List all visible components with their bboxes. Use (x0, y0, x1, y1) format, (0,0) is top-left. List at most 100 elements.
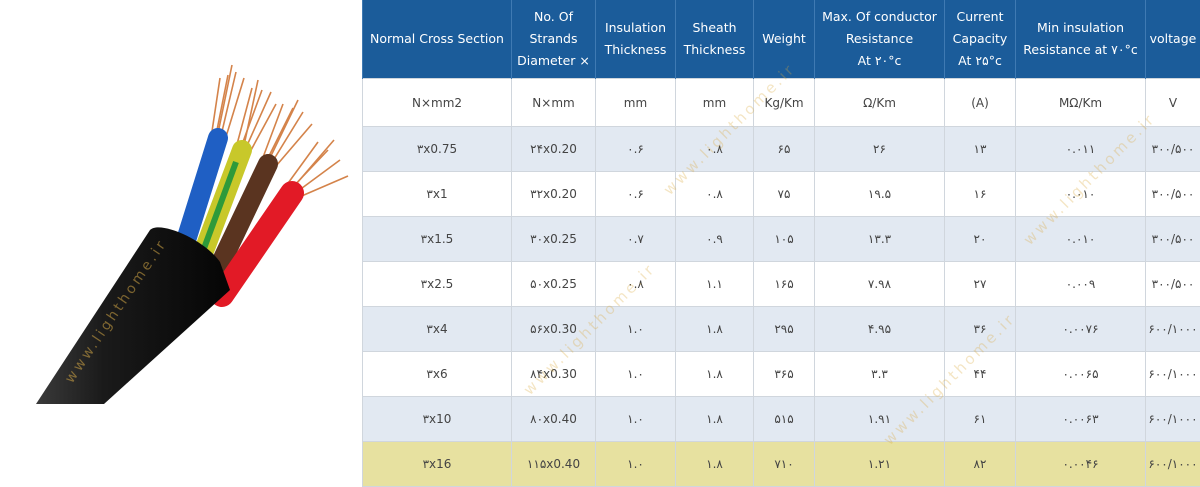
table-body: N×mm2 N×mm mm mm Kg/Km Ω/Km (A) MΩ/Km V … (362, 78, 1200, 487)
table-cell: ۳۰۰/۵۰۰ (1145, 261, 1200, 307)
table-cell: ۰.۸ (675, 126, 754, 172)
table-cell: ۲۷ (944, 261, 1016, 307)
table-header: Normal Cross Section No. Of Strands Diamet… (362, 0, 1200, 79)
table-cell: (A) (944, 78, 1016, 127)
table-cell: ۱.۲۱ (814, 441, 945, 487)
copper-strands (210, 64, 349, 199)
table-cell: ۳۰x0.25 (511, 216, 596, 262)
table-cell: ۴.۹۵ (814, 306, 945, 352)
table-cell: ۲۴x0.20 (511, 126, 596, 172)
table-cell: MΩ/Km (1015, 78, 1146, 127)
table-cell: ۰.۰۰۶۵ (1015, 351, 1146, 397)
table-cell: ۳x2.5 (362, 261, 512, 307)
table-cell: ۳x1 (362, 171, 512, 217)
table-cell: ۱.۰ (595, 441, 676, 487)
table-cell: ۶۱ (944, 396, 1016, 442)
table-cell: ۱.۹۱ (814, 396, 945, 442)
header-weight: Weight (753, 0, 815, 79)
table-cell: mm (595, 78, 676, 127)
table-cell: ۰.۹ (675, 216, 754, 262)
table-cell: ۳x10 (362, 396, 512, 442)
table-cell: ۶۵ (753, 126, 815, 172)
table-cell: ۱۶۵ (753, 261, 815, 307)
table-cell: ۳x0.75 (362, 126, 512, 172)
table-cell: ۱۳.۳ (814, 216, 945, 262)
table-cell: ۱.۸ (675, 396, 754, 442)
table-cell: ۷۵ (753, 171, 815, 217)
cable-jacket (36, 227, 230, 404)
table-cell: ۸۰x0.40 (511, 396, 596, 442)
table-row: ۳x0.75 ۲۴x0.20 ۰.۶ ۰.۸ ۶۵ ۲۶ ۱۳ ۰.۰۱۱ ۳۰۰/۵۰۰ (362, 126, 1200, 172)
units-row: N×mm2 N×mm mm mm Kg/Km Ω/Km (A) MΩ/Km V (362, 78, 1200, 127)
table-cell: ۶۰۰/۱۰۰۰ (1145, 396, 1200, 442)
header-cross-section: Normal Cross Section (362, 0, 512, 79)
table-cell: V (1145, 78, 1200, 127)
header-strands: No. Of Strands Diameter × (511, 0, 596, 79)
table-cell: ۱.۰ (595, 306, 676, 352)
table-cell: ۰.۸ (595, 261, 676, 307)
table-row: ۳x1 ۳۲x0.20 ۰.۶ ۰.۸ ۷۵ ۱۹.۵ ۱۶ ۰.۰۱۰ ۳۰۰/۵۰۰ (362, 171, 1200, 217)
header-conductor-resistance: Max. Of conductor Resistance At ۲۰°c (814, 0, 945, 79)
table-cell: ۶۰۰/۱۰۰۰ (1145, 441, 1200, 487)
table-cell: ۳x1.5 (362, 216, 512, 262)
table-cell: ۰.۸ (675, 171, 754, 217)
table-cell: ۱۹.۵ (814, 171, 945, 217)
table-cell: ۱۰۵ (753, 216, 815, 262)
table-cell: ۲۹۵ (753, 306, 815, 352)
header-insulation-resistance: Min insulation Resistance at ۷۰°c (1015, 0, 1146, 79)
table-cell: ۶۰۰/۱۰۰۰ (1145, 351, 1200, 397)
header-voltage: voltage (1145, 0, 1200, 79)
table-cell: ۳۰۰/۵۰۰ (1145, 171, 1200, 217)
table-cell: ۳x16 (362, 441, 512, 487)
table-cell: ۰.۰۰۴۶ (1015, 441, 1146, 487)
table-cell: ۴۴ (944, 351, 1016, 397)
table-cell: ۵۰x0.25 (511, 261, 596, 307)
table-cell: ۷.۹۸ (814, 261, 945, 307)
table-cell: ۱.۰ (595, 351, 676, 397)
table-cell: ۱۱۵x0.40 (511, 441, 596, 487)
table-cell: ۰.۰۰۹ (1015, 261, 1146, 307)
table-cell: ۲۶ (814, 126, 945, 172)
table-cell: ۰.۰۱۰ (1015, 216, 1146, 262)
wire-red (210, 181, 304, 307)
table-cell: ۱.۸ (675, 441, 754, 487)
table-cell: ۰.۰۱۱ (1015, 126, 1146, 172)
table-cell: mm (675, 78, 754, 127)
table-row: ۳x6 ۸۴x0.30 ۱.۰ ۱.۸ ۳۶۵ ۳.۳ ۴۴ ۰.۰۰۶۵ ۶۰۰/۱۰۰۰ (362, 351, 1200, 397)
table-cell: ۰.۷ (595, 216, 676, 262)
table-cell: ۲۰ (944, 216, 1016, 262)
table-cell: ۷۱۰ (753, 441, 815, 487)
table-cell: ۱۳ (944, 126, 1016, 172)
table-cell: ۸۴x0.30 (511, 351, 596, 397)
table-cell: Kg/Km (753, 78, 815, 127)
table-cell: ۰.۶ (595, 171, 676, 217)
table-cell: ۰.۰۰۶۳ (1015, 396, 1146, 442)
table-cell: Ω/Km (814, 78, 945, 127)
table-row: ۳x2.5 ۵۰x0.25 ۰.۸ ۱.۱ ۱۶۵ ۷.۹۸ ۲۷ ۰.۰۰۹ ۳۰۰/۵۰۰ (362, 261, 1200, 307)
table-cell: ۱۶ (944, 171, 1016, 217)
header-current-capacity: Current Capacity At ۲۵°c (944, 0, 1016, 79)
table-cell: ۰.۶ (595, 126, 676, 172)
table-cell: ۱.۸ (675, 306, 754, 352)
table-cell: ۳.۳ (814, 351, 945, 397)
table-cell: N×mm (511, 78, 596, 127)
cable-photo: www.lighthome.ir (0, 0, 362, 487)
table-cell: ۱.۸ (675, 351, 754, 397)
table-row: ۳x10 ۸۰x0.40 ۱.۰ ۱.۸ ۵۱۵ ۱.۹۱ ۶۱ ۰.۰۰۶۳ ۶۰۰/۱۰۰۰ (362, 396, 1200, 442)
header-insulation-thickness: Insulation Thickness (595, 0, 676, 79)
table-cell: ۳۲x0.20 (511, 171, 596, 217)
header-sheath-thickness: Sheath Thickness (675, 0, 754, 79)
table-cell: N×mm2 (362, 78, 512, 127)
table-cell: ۳۶ (944, 306, 1016, 352)
table-row-highlighted: ۳x16 ۱۱۵x0.40 ۱.۰ ۱.۸ ۷۱۰ ۱.۲۱ ۸۲ ۰.۰۰۴۶ ۶۰۰/۱۰۰… (362, 441, 1200, 487)
table-cell: ۵۶x0.30 (511, 306, 596, 352)
table-cell: ۱.۱ (675, 261, 754, 307)
cable-spec-table: Normal Cross Section No. Of Strands Diamet… (362, 0, 1200, 487)
table-cell: ۳x6 (362, 351, 512, 397)
table-cell: ۶۰۰/۱۰۰۰ (1145, 306, 1200, 352)
table-row: ۳x4 ۵۶x0.30 ۱.۰ ۱.۸ ۲۹۵ ۴.۹۵ ۳۶ ۰.۰۰۷۶ ۶۰۰/۱۰۰۰ (362, 306, 1200, 352)
table-cell: ۳۰۰/۵۰۰ (1145, 126, 1200, 172)
table-cell: ۰.۰۰۷۶ (1015, 306, 1146, 352)
table-cell: ۳x4 (362, 306, 512, 352)
table-cell: ۳۶۵ (753, 351, 815, 397)
